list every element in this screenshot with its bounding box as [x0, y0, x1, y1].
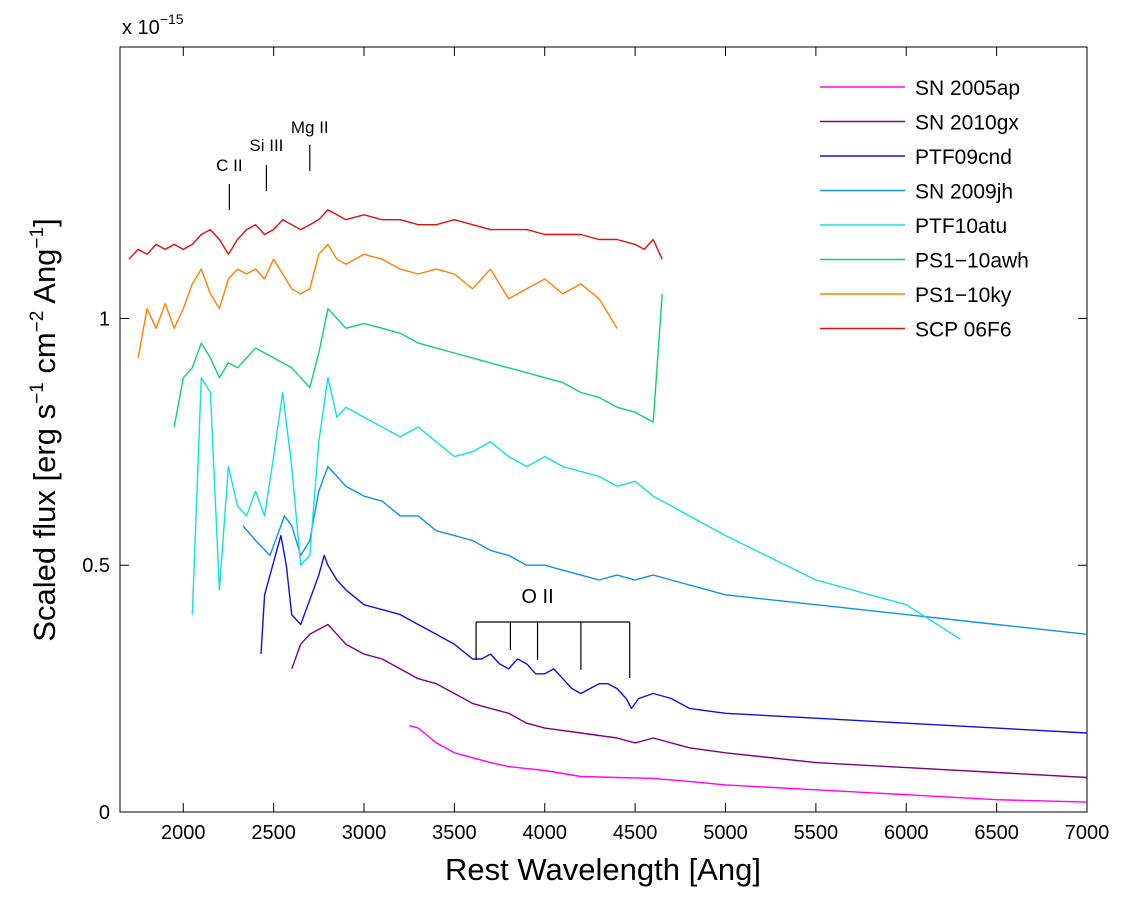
x-tick-label: 2000 — [161, 822, 206, 844]
series-line-ps1-10ky — [137, 243, 618, 359]
series-line-ptf09cnd — [260, 534, 1088, 734]
x-tick-label: 4000 — [523, 822, 568, 844]
y-tick-label: 0 — [99, 802, 110, 824]
legend-label: SN 2010gx — [915, 112, 1019, 135]
scale-note-exponent: −15 — [160, 11, 184, 27]
y-axis-title-sup: −1 — [27, 382, 48, 404]
y-axis-title-sup: −1 — [27, 227, 48, 249]
x-tick-label: 6000 — [884, 822, 929, 844]
legend: SN 2005ap SN 2010gx PTF09cnd SN 2009jh PTF10… — [820, 77, 1029, 342]
series-line-sn-2009jh — [242, 465, 1088, 635]
x-tick-label: 6500 — [974, 822, 1019, 844]
line-label: Si III — [249, 136, 283, 155]
x-tick-label: 7000 — [1065, 822, 1110, 844]
series-layer — [128, 209, 1088, 803]
legend-label: PS1−10awh — [915, 250, 1029, 273]
series-line-ptf10atu — [191, 377, 961, 640]
x-tick-label: 3500 — [432, 822, 477, 844]
y-axis-title-part: cm — [27, 332, 62, 382]
line-label: Mg II — [291, 118, 329, 137]
tick-layer: 2000 2500 3000 3500 4000 4500 5000 5500 6000 6500… — [82, 47, 1109, 844]
oii-label: O II — [521, 586, 553, 608]
scale-note: x 10−15 — [122, 11, 184, 39]
x-tick-label: 2500 — [251, 822, 296, 844]
legend-label: PS1−10ky — [915, 284, 1012, 307]
series-line-ps1-10awh — [173, 293, 663, 428]
series-line-sn-2005ap — [409, 724, 1088, 803]
y-axis-title-part: ] — [27, 218, 62, 227]
series-line-sn-2010gx — [291, 623, 1088, 779]
x-tick-label: 5500 — [794, 822, 839, 844]
y-axis-title-part: Ang — [27, 249, 62, 311]
x-tick-label: 3000 — [342, 822, 387, 844]
y-tick-label: 0.5 — [82, 555, 110, 577]
legend-label: PTF10atu — [915, 215, 1007, 238]
x-tick-label: 4500 — [613, 822, 658, 844]
legend-label: SN 2005ap — [915, 77, 1020, 100]
x-axis-title: Rest Wavelength [Ang] — [445, 852, 761, 887]
y-axis-title-part: Scaled flux [erg s — [27, 404, 62, 642]
line-label: C II — [216, 156, 242, 175]
y-axis-title: Scaled flux [erg s−1 cm−2 Ang−1] — [27, 218, 62, 641]
y-axis-title-sup: −2 — [27, 311, 48, 333]
y-tick-label: 1 — [99, 308, 110, 330]
annotation-layer: C II Si III Mg II O II — [216, 118, 631, 678]
legend-label: SN 2009jh — [915, 181, 1013, 204]
legend-label: SCP 06F6 — [915, 319, 1012, 342]
plot-frame — [119, 46, 1088, 813]
scale-note-base: x 10 — [122, 17, 160, 39]
series-line-scp-06f6 — [128, 209, 663, 260]
x-tick-label: 5000 — [703, 822, 748, 844]
legend-label: PTF09cnd — [915, 146, 1012, 169]
